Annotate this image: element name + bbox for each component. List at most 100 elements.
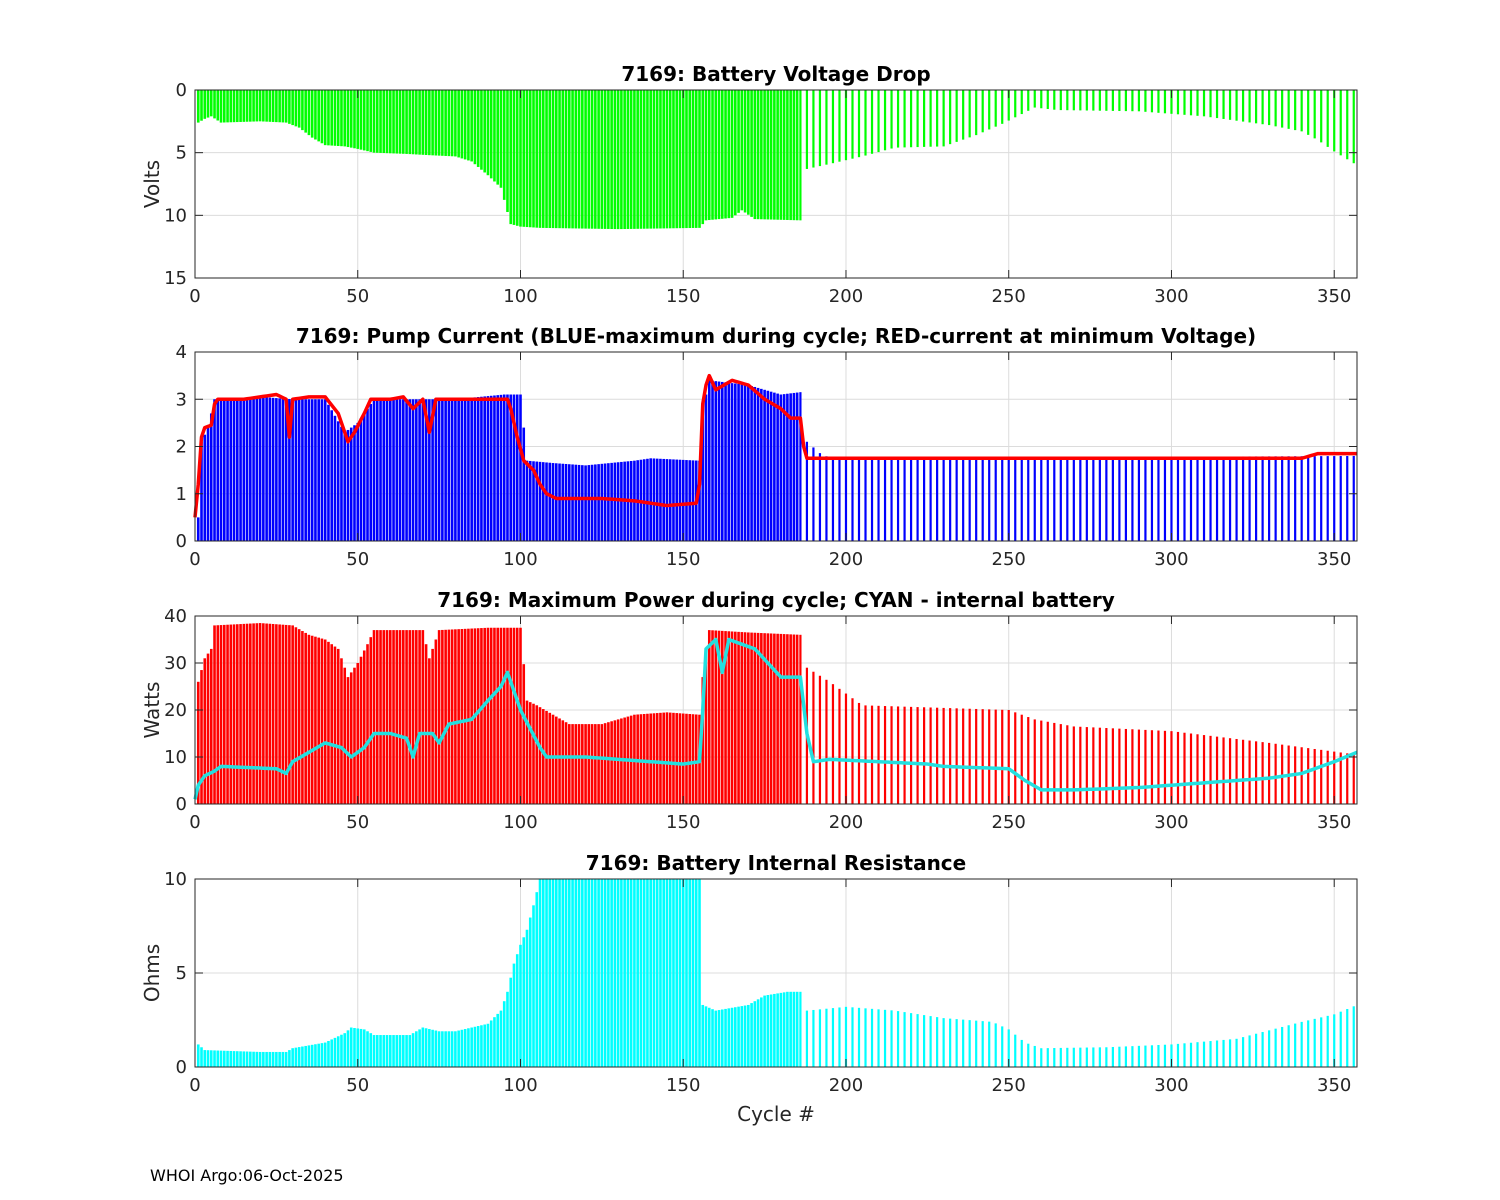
bar (236, 1051, 239, 1067)
bar (200, 670, 203, 804)
bar (590, 879, 594, 1067)
bar (343, 667, 347, 804)
bar (743, 632, 747, 804)
bar (314, 636, 317, 804)
bar (769, 90, 773, 220)
bar (480, 396, 483, 541)
bar (519, 90, 522, 227)
bar (402, 399, 405, 541)
y-tick-label: 10 (164, 869, 187, 890)
bar (206, 1050, 210, 1067)
bar (1287, 90, 1290, 129)
bar (597, 724, 600, 804)
bar (1053, 722, 1056, 804)
bar (1235, 90, 1238, 121)
x-tick-label: 200 (829, 1075, 863, 1096)
bar (773, 633, 776, 805)
bar (375, 1035, 379, 1067)
bar (714, 630, 718, 804)
bar (1346, 753, 1349, 804)
bar (851, 1007, 854, 1067)
bar (362, 413, 366, 541)
bar (209, 1050, 213, 1067)
x-tick-label: 150 (666, 812, 700, 833)
bar (1352, 455, 1355, 541)
bar (789, 90, 792, 221)
bar (1196, 90, 1199, 116)
bar (929, 457, 932, 541)
bar (545, 879, 548, 1067)
bar (532, 90, 535, 228)
bar (219, 1050, 223, 1067)
power-chart-title: 7169: Maximum Power during cycle; CYAN -… (437, 588, 1115, 612)
bar (369, 90, 373, 152)
bar (730, 1007, 734, 1067)
bar (662, 879, 666, 1067)
bar (473, 90, 477, 165)
bar (720, 90, 724, 219)
bar (470, 397, 473, 541)
bar (753, 1001, 757, 1067)
bar (1176, 90, 1180, 115)
bar (766, 390, 770, 541)
bar (558, 90, 561, 229)
bar (1066, 457, 1069, 541)
bar (252, 90, 255, 122)
bar (336, 648, 340, 804)
y-tick-label: 15 (164, 268, 187, 289)
bar (789, 634, 792, 804)
bar (411, 1033, 415, 1067)
bar (688, 714, 692, 804)
x-tick-label: 300 (1154, 1075, 1188, 1096)
bar (278, 398, 281, 541)
bar (424, 644, 428, 804)
bar (281, 90, 285, 123)
bar (1339, 752, 1342, 804)
bar (388, 399, 392, 541)
bar (1111, 728, 1114, 804)
bar (962, 90, 965, 140)
bar (714, 1010, 718, 1067)
bar (955, 708, 958, 804)
bar (1215, 736, 1219, 804)
bar (219, 90, 223, 123)
bar (476, 90, 480, 167)
bar (1241, 739, 1245, 804)
bar (1046, 457, 1049, 541)
bar (584, 879, 587, 1067)
bar (310, 90, 314, 138)
bar (1007, 710, 1010, 804)
bar (323, 639, 327, 804)
bar (1131, 90, 1134, 112)
bar (554, 463, 558, 541)
bar (506, 991, 509, 1067)
bar (1092, 90, 1095, 111)
bar (1333, 751, 1336, 804)
bar (727, 90, 731, 219)
bar (1124, 728, 1127, 804)
bar (685, 460, 688, 541)
bar (1105, 457, 1108, 541)
bar (665, 879, 669, 1067)
bar (769, 633, 773, 804)
bar (760, 633, 763, 804)
bar (1183, 732, 1186, 804)
x-tick-label: 200 (829, 812, 863, 833)
resistance-y-axis-label: Ohms (140, 944, 164, 1002)
bar (502, 394, 506, 541)
bar (196, 517, 200, 542)
bar (1333, 90, 1336, 152)
bar (760, 997, 763, 1067)
bar (981, 457, 984, 541)
bar (968, 1020, 971, 1067)
bar (1339, 456, 1342, 541)
bar (610, 462, 613, 541)
bar (554, 716, 558, 804)
bar (626, 879, 630, 1067)
bar (597, 464, 600, 541)
bar (382, 630, 386, 804)
bar (252, 623, 255, 804)
bar (1118, 1046, 1121, 1067)
bar (1268, 1030, 1271, 1067)
bar (1313, 90, 1316, 139)
